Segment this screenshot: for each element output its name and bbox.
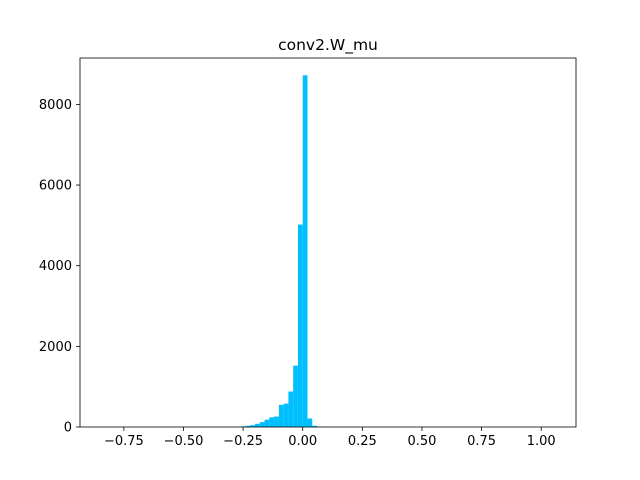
y-axis: 0 2000 4000 6000 8000: [39, 98, 80, 436]
x-tick-label: 0.75: [467, 434, 496, 449]
y-tick-label: 4000: [39, 259, 72, 274]
histogram-bar: [307, 418, 313, 427]
histogram-bar: [269, 417, 275, 427]
x-axis: −0.75 −0.50 −0.25 0.00 0.25 0.50 0.75 1.00: [104, 427, 556, 449]
y-tick-label: 0: [64, 421, 72, 436]
histogram-bar: [274, 416, 279, 427]
x-tick-label: 1.00: [527, 434, 556, 449]
histogram-bar: [293, 365, 298, 427]
plot-frame: [79, 57, 577, 428]
x-tick-label: 0.00: [288, 434, 317, 449]
y-tick-label: 6000: [39, 179, 72, 194]
histogram-bar: [250, 425, 256, 427]
histogram-bar: [245, 425, 251, 427]
histogram-bar: [297, 224, 303, 427]
histogram-bar: [255, 423, 260, 427]
x-tick-label: 0.50: [407, 434, 436, 449]
histogram-bar: [283, 403, 289, 427]
histogram-bars: [240, 75, 322, 427]
x-tick-label: −0.75: [104, 434, 144, 449]
chart-title: conv2.W_mu: [278, 36, 378, 55]
histogram-bar: [288, 391, 294, 427]
y-tick-label: 8000: [39, 98, 72, 113]
histogram-bar: [302, 75, 308, 427]
histogram-bar: [264, 419, 270, 427]
x-tick-label: 0.25: [348, 434, 377, 449]
y-tick-label: 2000: [39, 340, 72, 355]
x-tick-label: −0.25: [223, 434, 263, 449]
histogram-bar: [259, 422, 265, 427]
histogram-bar: [312, 425, 318, 427]
histogram-bar: [278, 404, 284, 427]
x-tick-label: −0.50: [164, 434, 204, 449]
